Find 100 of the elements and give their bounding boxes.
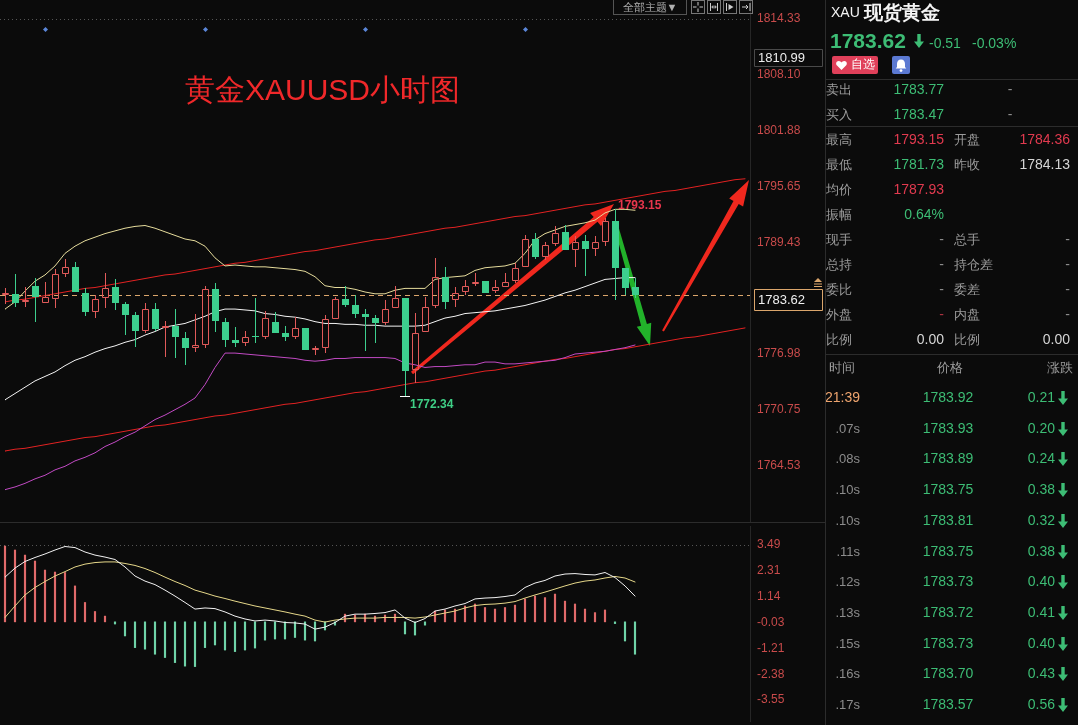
candlestick [362, 308, 369, 352]
bar [133, 621, 137, 648]
candlestick [492, 279, 499, 294]
candlestick [382, 299, 389, 326]
bar [183, 621, 187, 667]
annotation: 1772.34 [410, 396, 454, 411]
text: 涨跌 [1047, 359, 1073, 376]
candlestick [152, 302, 159, 332]
text: 0.64% [904, 206, 944, 223]
candlestick [62, 258, 69, 278]
y-tick-label: 1789.43 [757, 234, 801, 249]
text: 时间 [829, 359, 855, 376]
text: - [939, 281, 944, 298]
candlestick [412, 312, 419, 384]
bar [543, 597, 547, 623]
text: 1783.77 [893, 81, 944, 98]
text: 内盘 [954, 306, 980, 323]
text: 1783.73 [922, 634, 974, 652]
bar [93, 611, 97, 623]
heart-button: 自选 [832, 56, 878, 74]
bar [483, 607, 487, 623]
text: - [1007, 81, 1013, 98]
candlestick [452, 286, 459, 308]
text: 现手 [826, 231, 852, 248]
candlestick [282, 325, 289, 342]
text: 1783.72 [922, 604, 974, 621]
bar [73, 585, 77, 623]
text: .10s [835, 512, 860, 528]
bar [583, 608, 587, 623]
y-tick-label: -1.21 [757, 640, 785, 655]
candlestick [112, 278, 119, 311]
text: 委差 [954, 281, 980, 298]
y-tick-label: 1801.88 [757, 122, 801, 137]
candlestick [32, 277, 39, 323]
text: 0.38 [1027, 481, 1055, 498]
bar [593, 612, 597, 623]
bar [163, 621, 167, 658]
text: 最高 [826, 131, 852, 148]
candlestick [292, 316, 299, 340]
candlestick [482, 281, 489, 293]
text: 黄金XAUUSD小时图 [185, 72, 461, 106]
text: - [939, 306, 944, 323]
dropdown-button: 全部主题▼ [613, 0, 687, 15]
text: 最低 [826, 156, 852, 173]
text: 1783.81 [922, 512, 974, 529]
candlestick [182, 331, 189, 366]
y-tick-label: 1814.33 [757, 10, 801, 25]
text: -0.03% [972, 35, 1017, 52]
candlestick [592, 235, 599, 257]
candlestick [312, 345, 319, 356]
text: 现货黄金 [864, 1, 940, 24]
text: 卖出 [826, 81, 852, 98]
text: .07s [835, 420, 860, 436]
candlestick [262, 310, 269, 340]
y-tick-label: -0.03 [757, 614, 785, 629]
text: 0.41 [1027, 604, 1055, 621]
y-tick-label: 1808.10 [757, 66, 801, 81]
bar [573, 603, 577, 623]
candlestick [122, 301, 129, 336]
text: 0.40 [1027, 634, 1055, 652]
text: 1783.89 [922, 450, 974, 468]
text: 0.43 [1027, 665, 1055, 682]
text: 买入 [826, 106, 852, 123]
bar [63, 572, 67, 623]
bar [633, 621, 637, 655]
candlestick [202, 285, 209, 349]
text: 价格 [937, 359, 963, 376]
text: - [939, 231, 944, 248]
text: - [1065, 256, 1070, 273]
candlestick [42, 281, 49, 303]
candlestick [2, 287, 9, 305]
text: - [1007, 106, 1013, 123]
y-tick-label: 1764.53 [757, 458, 801, 473]
bar [253, 621, 257, 649]
text: .16s [835, 666, 860, 682]
bar [493, 608, 497, 623]
candlestick [252, 297, 259, 344]
text: .15s [835, 635, 860, 651]
bar [83, 602, 87, 623]
y-tick-label: 2.31 [757, 563, 781, 578]
bar [153, 621, 157, 655]
bar [553, 593, 557, 623]
text: - [939, 256, 944, 273]
candlestick [542, 241, 549, 261]
text: 1781.73 [893, 156, 944, 173]
text: 委比 [826, 281, 852, 298]
text: .13s [835, 604, 860, 621]
bar [523, 598, 527, 623]
text: 开盘 [954, 131, 980, 148]
candlestick [552, 225, 559, 247]
candlestick [272, 311, 279, 333]
candlestick [212, 282, 219, 333]
text: 比例 [826, 331, 852, 348]
text: 持仓差 [954, 256, 993, 273]
candlestick [322, 314, 329, 354]
bar [563, 600, 567, 623]
y-tick-label: 1795.65 [757, 178, 801, 193]
text: 1783.57 [922, 696, 974, 713]
candlestick [132, 311, 139, 348]
text: .17s [835, 696, 860, 713]
